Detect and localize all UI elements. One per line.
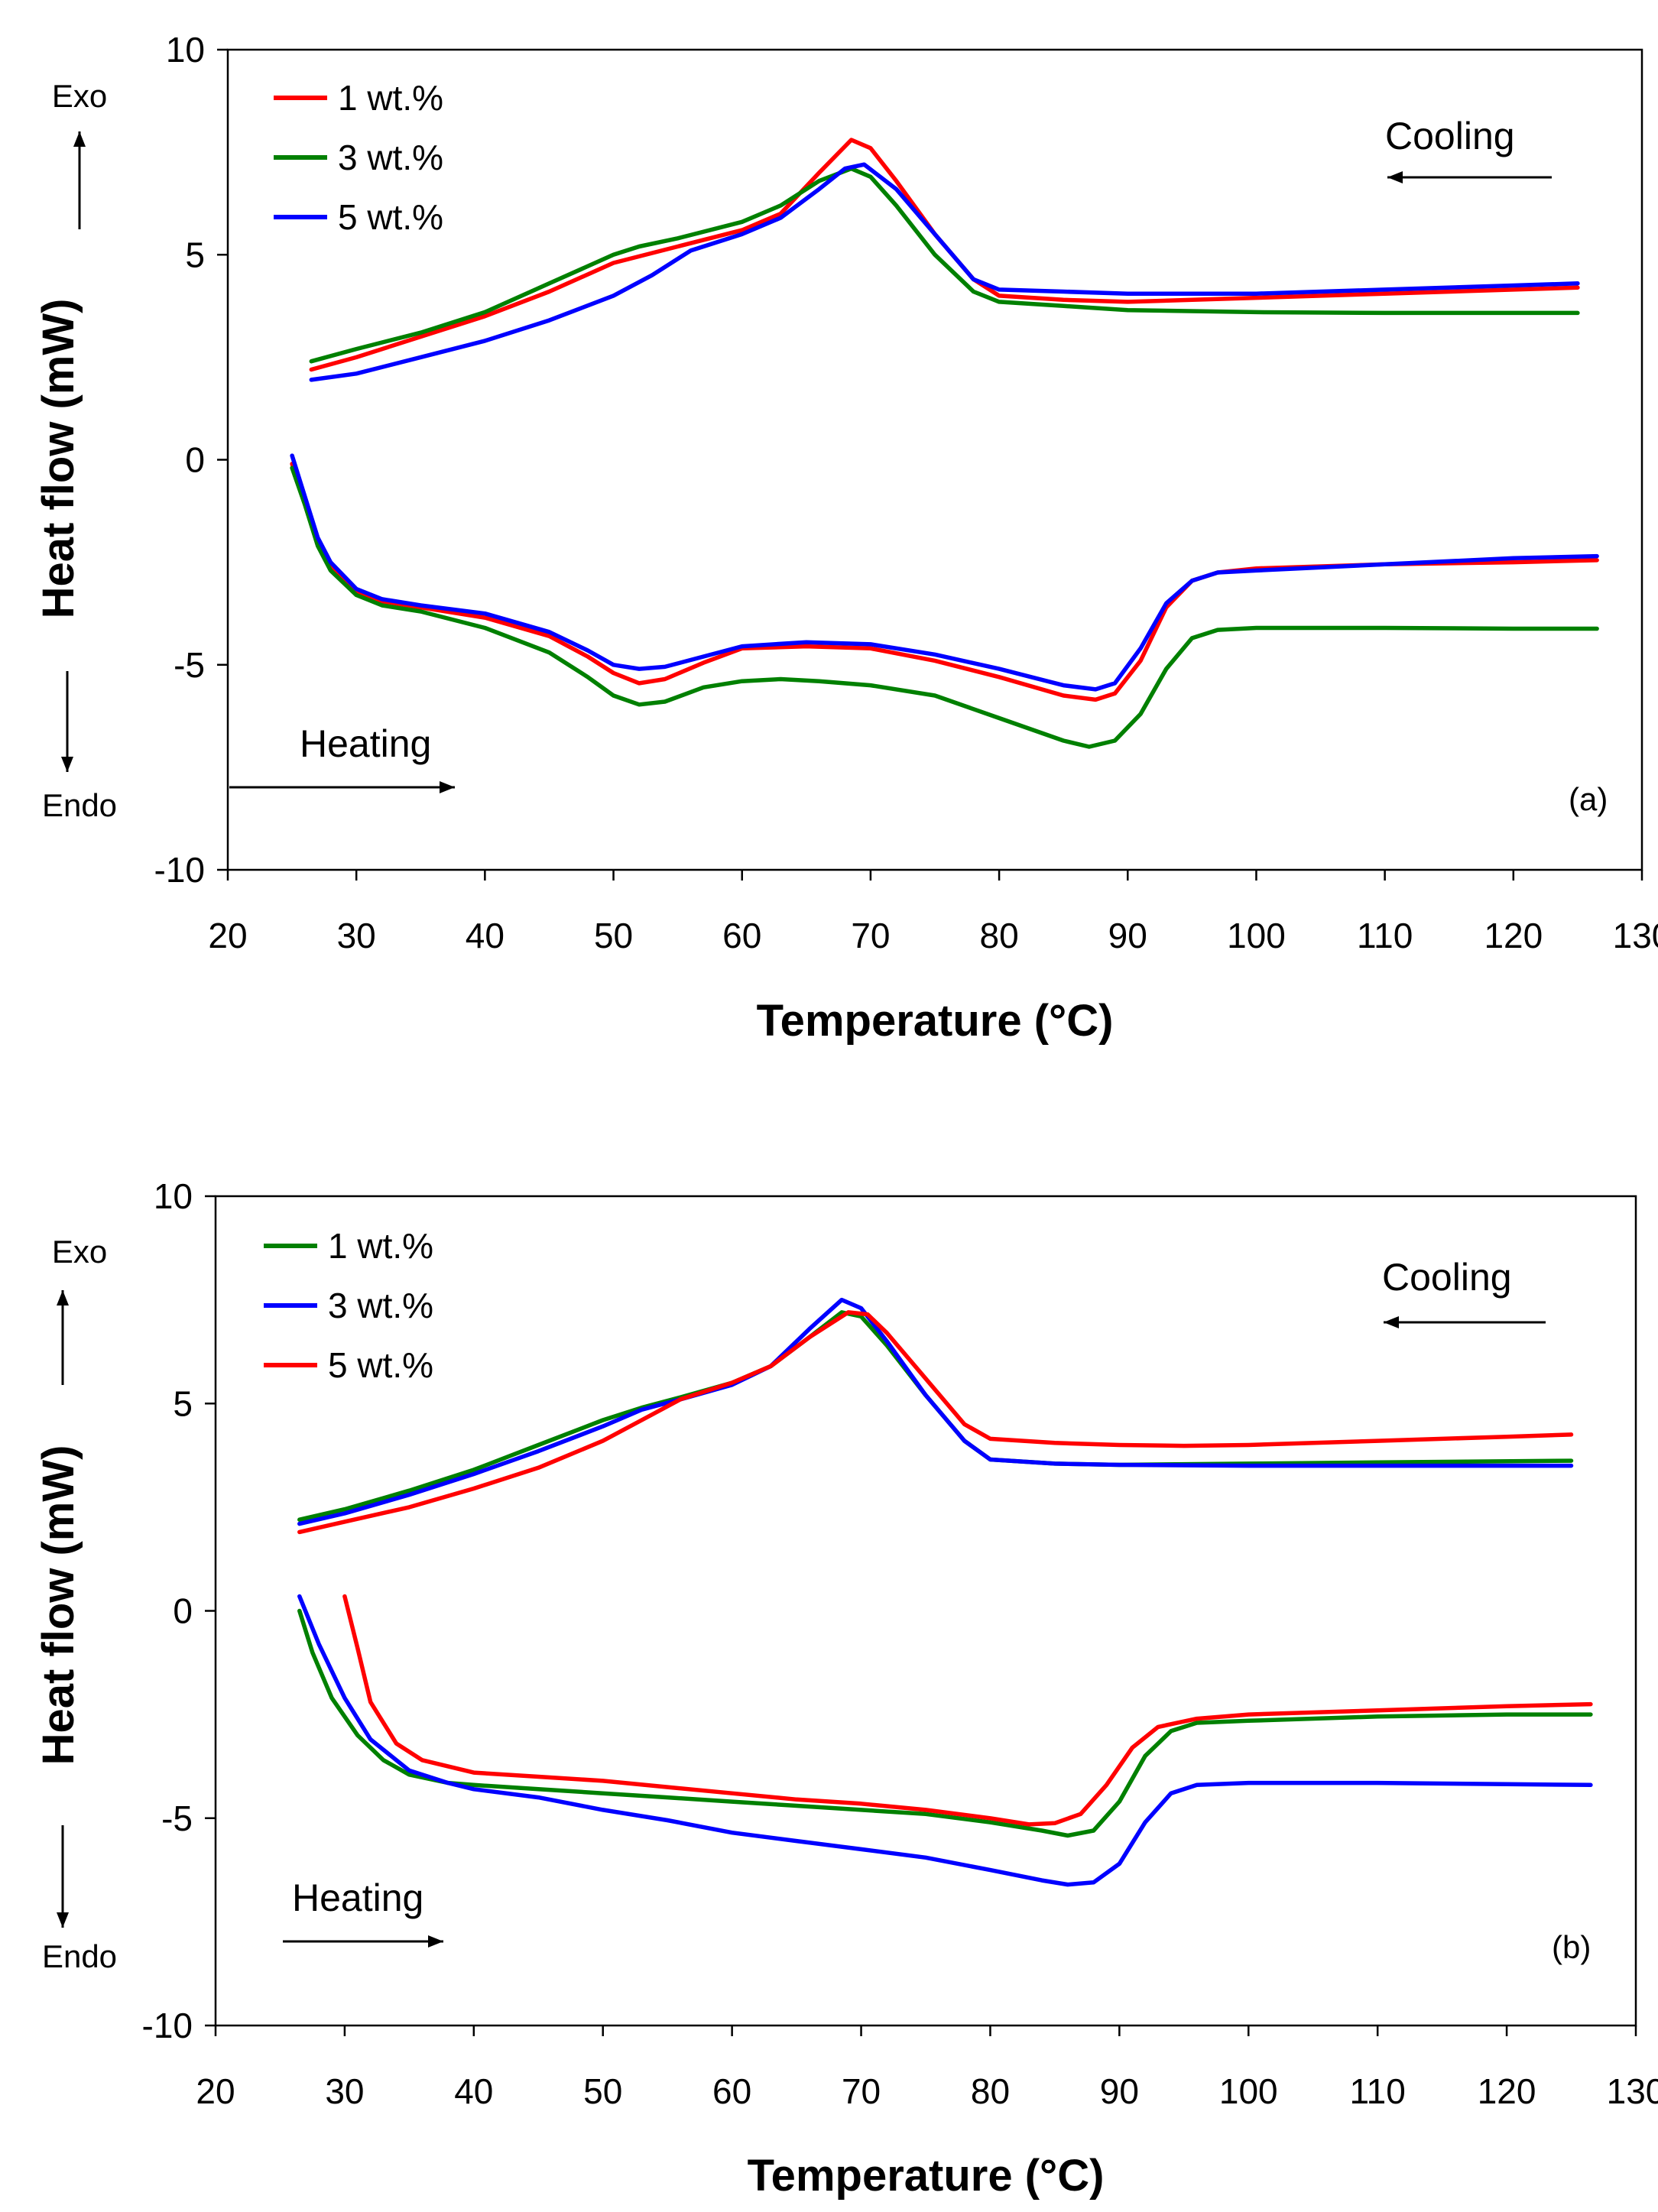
x-tick-label: 130: [1613, 916, 1658, 955]
series-line-4: [297, 1594, 1593, 1887]
x-tick-label: 50: [583, 2071, 622, 2111]
x-tick-label: 20: [196, 2071, 235, 2111]
series-line-4: [290, 465, 1599, 749]
x-axis-title: Temperature (°C): [748, 2151, 1105, 2201]
series-line-5: [290, 453, 1599, 692]
y-tick-label: 5: [173, 1383, 193, 1423]
exo-label: Exo: [52, 78, 107, 114]
x-tick-label: 30: [325, 2071, 364, 2111]
x-tick-label: 50: [594, 916, 633, 955]
legend-label: 1 wt.%: [328, 1226, 433, 1266]
legend-label: 5 wt.%: [338, 197, 443, 237]
y-tick-label: 10: [154, 1176, 193, 1216]
x-tick-label: 60: [722, 916, 761, 955]
x-tick-label: 100: [1227, 916, 1286, 955]
chart-panel-a: 20 30 40 50 60 70 80 90 100 110 120 130 -10 -5 0 5 10 Tem…: [34, 30, 1658, 1046]
x-tick-label: 90: [1100, 2071, 1139, 2111]
exo-arrow-head: [57, 1290, 69, 1305]
cooling-label: Cooling: [1385, 115, 1515, 157]
y-tick-label: 5: [185, 235, 205, 274]
panel-label: (b): [1552, 1929, 1591, 1965]
series-line-0: [297, 1310, 1574, 1522]
exo-label: Exo: [52, 1234, 107, 1270]
endo-label: Endo: [42, 787, 117, 823]
y-tick-label: 0: [185, 440, 205, 480]
y-axis-title: Heat flow (mW): [34, 1445, 83, 1766]
x-tick-label: 40: [466, 916, 505, 955]
x-tick-label: 20: [208, 916, 247, 955]
panel-label: (a): [1569, 781, 1608, 817]
endo-arrow-head: [57, 1912, 69, 1928]
series-line-0: [309, 138, 1580, 372]
legend-label: 3 wt.%: [338, 138, 443, 177]
series-line-1: [297, 1297, 1574, 1526]
y-axis-title: Heat flow (mW): [34, 299, 83, 619]
y-tick-label: 10: [166, 30, 205, 70]
x-tick-label: 40: [454, 2071, 493, 2111]
y-tick-label: -5: [161, 1798, 193, 1838]
endo-label: Endo: [42, 1938, 117, 1974]
x-tick-label: 70: [842, 2071, 881, 2111]
heating-label: Heating: [300, 722, 431, 765]
legend-label: 1 wt.%: [338, 78, 443, 118]
y-tick-label: -10: [154, 850, 205, 890]
legend-label: 5 wt.%: [328, 1345, 433, 1385]
heating-label: Heating: [292, 1876, 423, 1919]
x-axis-title: Temperature (°C): [757, 996, 1114, 1046]
x-tick-label: 120: [1478, 2071, 1536, 2111]
x-tick-label: 130: [1607, 2071, 1658, 2111]
series-line-2: [309, 162, 1580, 382]
y-tick-label: -5: [174, 645, 205, 685]
heating-arrow-head: [428, 1935, 443, 1948]
x-tick-label: 80: [980, 916, 1019, 955]
endo-arrow-head: [61, 757, 73, 772]
cooling-label: Cooling: [1382, 1256, 1512, 1299]
y-tick-label: -10: [142, 2006, 193, 2045]
series-line-3: [297, 1608, 1593, 1838]
x-tick-label: 60: [712, 2071, 751, 2111]
x-tick-label: 100: [1219, 2071, 1278, 2111]
cooling-arrow-head: [1384, 1316, 1399, 1328]
x-tick-label: 80: [971, 2071, 1010, 2111]
x-tick-label: 70: [851, 916, 890, 955]
chart-panel-b: 20 30 40 50 60 70 80 90 100 110 120 130 -10 -5 0 5 10 Tem…: [34, 1176, 1658, 2201]
x-tick-label: 120: [1484, 916, 1543, 955]
x-tick-label: 30: [337, 916, 376, 955]
series-line-3: [290, 462, 1599, 702]
heating-arrow-head: [440, 781, 455, 793]
exo-arrow-head: [73, 131, 86, 147]
legend-label: 3 wt.%: [328, 1286, 433, 1325]
y-tick-label: 0: [173, 1591, 193, 1631]
series-line-2: [297, 1310, 1574, 1535]
cooling-arrow-head: [1387, 171, 1403, 183]
x-tick-label: 110: [1357, 916, 1413, 955]
x-tick-label: 90: [1108, 916, 1147, 955]
series-line-1: [309, 166, 1580, 364]
x-tick-label: 110: [1350, 2071, 1406, 2111]
series-line-5: [342, 1594, 1593, 1827]
